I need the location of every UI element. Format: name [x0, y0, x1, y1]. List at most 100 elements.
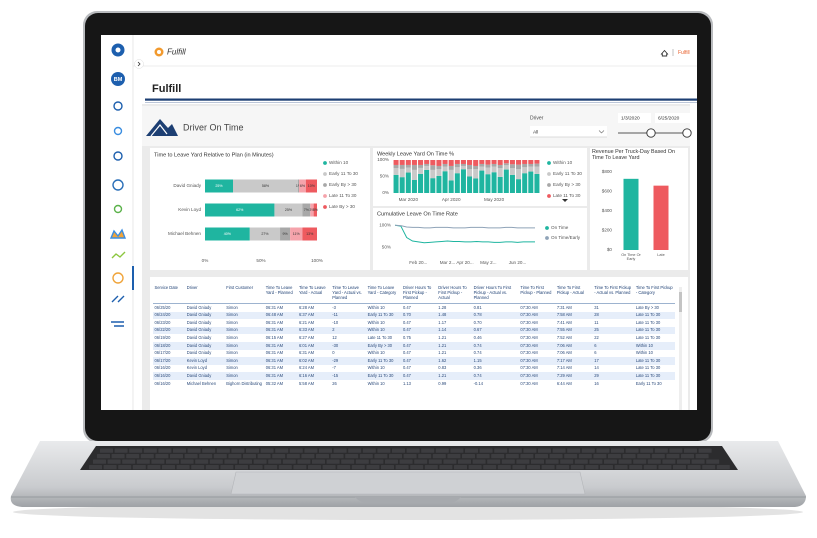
nav-icon[interactable]	[113, 101, 123, 111]
bar	[653, 185, 669, 250]
key	[454, 465, 467, 470]
data-label: 3%	[313, 208, 319, 212]
table-cell: 1.21	[438, 334, 447, 340]
bar-segment	[479, 170, 485, 193]
column-header[interactable]: Driver Hours To First Pickup - Planned	[401, 284, 437, 304]
slider-handle[interactable]	[682, 128, 692, 138]
key	[564, 454, 578, 459]
column-header[interactable]: Time To First Pickup - Actual vs. Planne…	[592, 284, 635, 304]
chart-title: Revenue Per Truck-Day Based On Time To L…	[592, 149, 675, 162]
nav-icon[interactable]	[113, 204, 123, 214]
filter-value: All	[533, 129, 538, 135]
table-cell: -10	[332, 319, 339, 325]
drill-arrow[interactable]	[562, 199, 568, 202]
bar-segment	[405, 160, 411, 165]
key	[593, 454, 607, 459]
bar-segment	[460, 165, 466, 170]
column-header[interactable]: Driver Hours To First Pickup - Actual vs…	[472, 284, 519, 304]
end-date-box[interactable]	[655, 113, 690, 123]
key	[596, 448, 610, 453]
home-icon[interactable]	[660, 49, 669, 57]
nav-icon[interactable]	[113, 151, 123, 161]
bar-segment	[485, 174, 491, 193]
column-header[interactable]: Driver	[185, 284, 225, 304]
column-header[interactable]: Time To First Pickup - Category	[634, 284, 675, 304]
table-cell: David Gniady	[185, 326, 225, 335]
key	[567, 448, 581, 453]
table-cell: 0.75	[402, 334, 411, 340]
key	[658, 465, 672, 470]
key	[249, 465, 263, 470]
title-rule	[145, 98, 697, 101]
bar-segment	[418, 160, 424, 165]
bar-segment	[467, 160, 473, 165]
bar-segment	[393, 160, 399, 165]
table-cell: Bighorn Distributing	[226, 380, 262, 386]
bar-segment	[430, 160, 436, 166]
key	[535, 454, 548, 459]
nav-icon[interactable]	[111, 295, 125, 303]
column-header[interactable]: Driver Hours To First Pickup - Actual	[436, 284, 473, 304]
column-header[interactable]: Time To Leave Yard - Category	[366, 284, 402, 304]
column-header[interactable]: Service Date	[153, 284, 186, 304]
key	[129, 448, 143, 453]
table-cell: 6:28 AM	[299, 304, 315, 310]
key	[100, 448, 113, 453]
column-header[interactable]: First Customer	[224, 284, 265, 304]
bar-segment	[516, 169, 522, 180]
column-header[interactable]: Time To Leave Yard - Planned	[264, 284, 298, 304]
table-cell: 22	[594, 334, 599, 340]
key	[205, 465, 219, 470]
key	[545, 459, 559, 464]
slider-handle[interactable]	[646, 128, 656, 138]
table-cell: 0.67	[472, 326, 519, 335]
scrollbar[interactable]	[679, 287, 682, 410]
breadcrumb[interactable]: Fulfill	[678, 50, 690, 56]
bar-segment	[302, 227, 317, 241]
start-date-box[interactable]	[618, 113, 651, 123]
key	[264, 465, 278, 470]
nav-icon[interactable]	[111, 321, 124, 327]
bar-segment	[405, 164, 411, 168]
key	[424, 465, 438, 470]
legend-label: Late By > 30	[329, 204, 355, 209]
table-cell: 0.47	[401, 372, 437, 380]
bar-segment	[460, 163, 466, 166]
x-tick-label: May 2...	[480, 260, 496, 265]
key	[497, 465, 511, 470]
column-header[interactable]: Time To Leave Yard - Actual vs. Planned	[330, 284, 367, 304]
nav-icon[interactable]	[113, 126, 123, 136]
nav-icon[interactable]	[112, 179, 124, 191]
key	[487, 459, 501, 464]
nav-icon[interactable]	[112, 272, 124, 284]
bar-segment	[528, 171, 534, 193]
bar-segment	[405, 167, 411, 173]
scroll-thumb[interactable]	[679, 292, 682, 312]
column-header[interactable]: Time To First Pickup - Actual	[555, 284, 593, 304]
x-tick-label: Mar 2020	[399, 197, 419, 202]
table-cell: 07:30 AM	[518, 326, 556, 335]
user-badge[interactable]	[111, 72, 125, 86]
bar-segment	[405, 172, 411, 193]
table-cell: 07:30 AM	[520, 304, 538, 310]
category-label: Michael Behnen	[168, 231, 201, 236]
key	[666, 454, 680, 459]
table-cell: -7	[332, 365, 336, 371]
key	[541, 465, 555, 470]
legend-marker	[545, 226, 549, 230]
key	[421, 448, 435, 453]
key	[604, 459, 617, 464]
driver-dropdown[interactable]	[530, 126, 607, 137]
table-cell: Simon	[226, 304, 238, 310]
table-cell: 0.74	[472, 372, 519, 380]
table-cell: 06/22/20	[153, 326, 186, 335]
legend-marker	[323, 194, 327, 198]
table-cell: 0.70	[473, 319, 482, 325]
column-header[interactable]: Time To Leave Yard - Actual	[297, 284, 331, 304]
collapse-button[interactable]	[134, 59, 144, 69]
nav-icon[interactable]	[111, 251, 126, 259]
table-row: 06/23/20 David Gniady Simon 06:31 AM 6:21 AM…	[153, 319, 675, 327]
key	[316, 454, 329, 459]
nav-icon[interactable]	[109, 228, 127, 239]
column-header[interactable]: Time To First Pickup - Planned	[518, 284, 556, 304]
